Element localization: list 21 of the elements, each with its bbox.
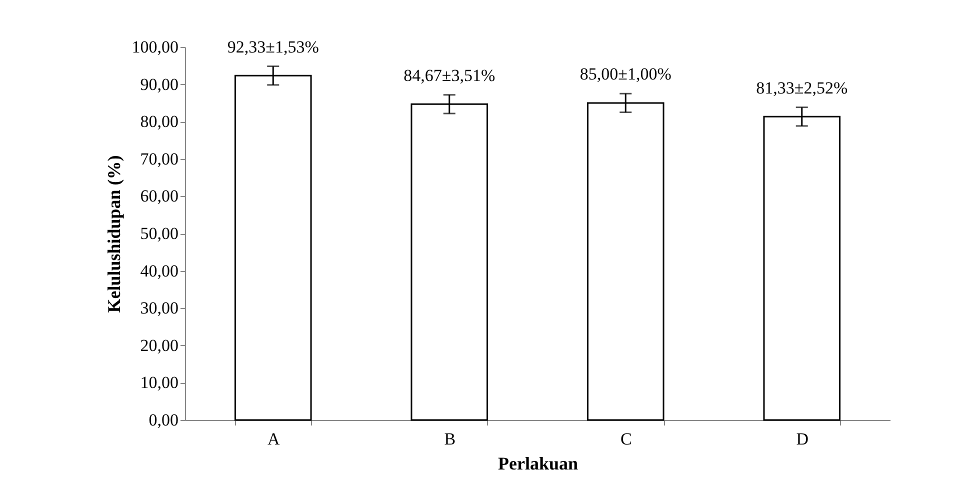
y-tick-label: 60,00	[140, 186, 178, 206]
y-tick-label: 90,00	[140, 74, 178, 94]
y-tick-label: 70,00	[140, 149, 178, 168]
y-tick-label: 100,00	[132, 38, 178, 56]
y-tick-label: 20,00	[140, 336, 178, 355]
y-tick-label: 50,00	[140, 224, 178, 243]
x-tick-label: C	[620, 430, 632, 448]
x-tick-label: B	[444, 430, 456, 448]
y-tick-label: 40,00	[140, 261, 178, 280]
data-label: 84,67±3,51%	[404, 66, 496, 85]
y-tick-label: 80,00	[140, 112, 178, 132]
data-label: 81,33±2,52%	[756, 78, 848, 98]
x-tick-label: A	[267, 430, 280, 448]
y-axis-title: Kelulushidupan (%)	[104, 155, 124, 313]
y-tick-label: 30,00	[140, 298, 178, 318]
x-tick-label: D	[796, 430, 809, 448]
data-label: 85,00±1,00%	[580, 64, 672, 84]
y-tick-label: 0,00	[148, 410, 178, 430]
y-tick-label: 10,00	[140, 373, 178, 392]
data-label: 92,33±1,53%	[227, 37, 319, 56]
x-axis-title: Perlakuan	[498, 454, 578, 474]
